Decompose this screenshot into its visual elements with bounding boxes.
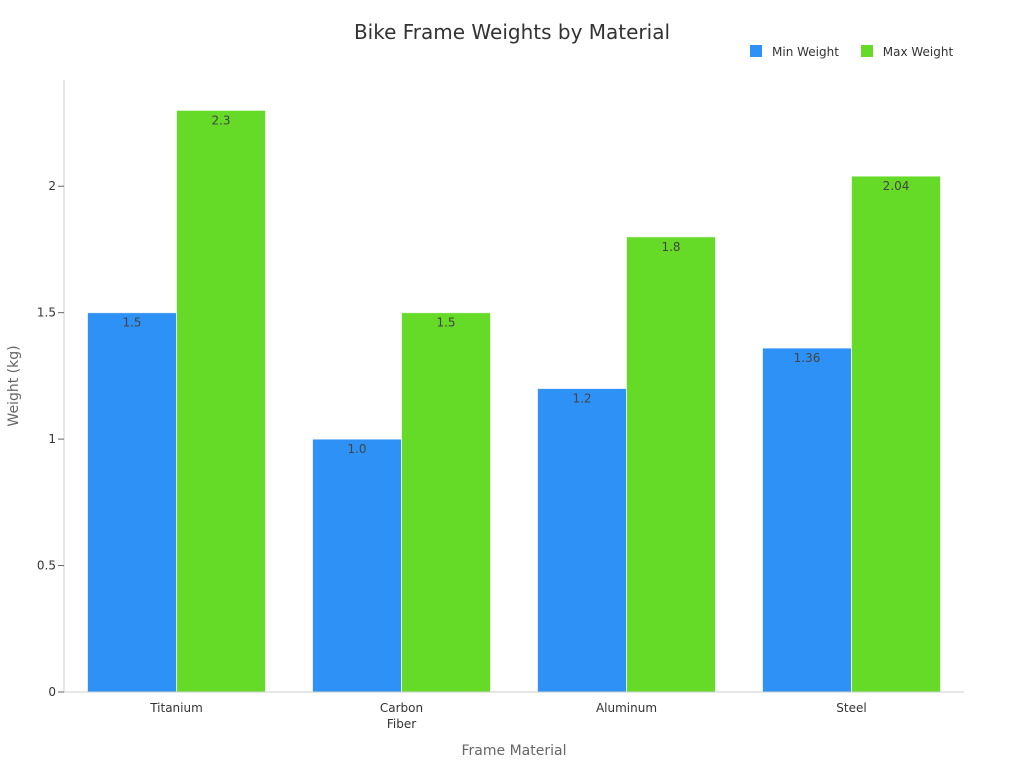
legend: Min Weight Max Weight — [750, 45, 971, 59]
legend-item-max[interactable]: Max Weight — [860, 45, 954, 59]
y-tick-label: 1.5 — [37, 306, 56, 320]
x-tick-label: Carbon Fiber — [380, 701, 423, 731]
chart-title: Bike Frame Weights by Material — [353, 20, 671, 44]
legend-swatch-min — [750, 45, 762, 57]
x-tick-label: Steel — [836, 701, 866, 715]
bar-min-titanium[interactable] — [87, 312, 177, 693]
data-label: 2.04 — [883, 179, 910, 193]
y-tick-label: 1 — [48, 432, 56, 446]
y-tick-label: 0 — [48, 685, 56, 699]
bar-max-steel[interactable] — [851, 175, 941, 693]
x-tick-label: Aluminum — [596, 701, 657, 715]
y-tick-label: 2 — [48, 179, 56, 193]
bar-min-aluminum[interactable] — [537, 388, 627, 693]
legend-label-max: Max Weight — [882, 45, 954, 59]
data-label: 1.0 — [347, 442, 366, 456]
legend-label-min: Min Weight — [772, 45, 839, 59]
x-tick-label: Titanium — [149, 701, 203, 715]
data-label: 1.5 — [122, 316, 141, 330]
legend-item-min[interactable]: Min Weight — [750, 45, 839, 59]
bar-max-carbon-fiber[interactable] — [401, 312, 491, 693]
bar-max-titanium[interactable] — [176, 109, 266, 693]
y-tick-label: 0.5 — [37, 559, 56, 573]
y-axis-title: Weight (kg) — [6, 345, 22, 426]
data-label: 1.2 — [572, 392, 591, 406]
data-label: 2.3 — [211, 113, 230, 127]
data-label: 1.36 — [794, 351, 821, 365]
data-label: 1.8 — [661, 240, 680, 254]
bar-max-aluminum[interactable] — [626, 236, 716, 693]
bar-min-steel[interactable] — [762, 347, 852, 693]
bar-min-carbon-fiber[interactable] — [312, 438, 402, 693]
x-axis-title: Frame Material — [462, 743, 567, 759]
legend-swatch-max — [860, 45, 873, 57]
data-label: 1.5 — [436, 316, 455, 330]
